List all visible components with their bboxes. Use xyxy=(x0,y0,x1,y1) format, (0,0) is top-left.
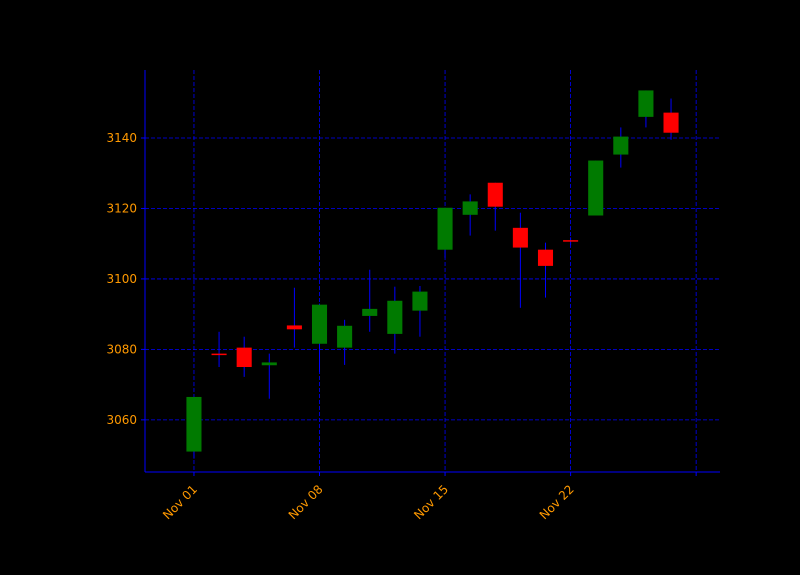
candle-body xyxy=(613,136,629,155)
y-tick-label: 3120 xyxy=(106,201,137,215)
x-tick-label: Nov 08 xyxy=(286,482,326,522)
candle-body xyxy=(663,112,679,133)
candle-body xyxy=(236,347,252,368)
candle-body xyxy=(186,396,202,452)
candle-body xyxy=(387,300,403,334)
candle-body xyxy=(261,362,277,366)
candle-body xyxy=(512,227,528,248)
y-tick-label: 3100 xyxy=(106,272,137,286)
candle-body xyxy=(563,240,579,242)
candle-body xyxy=(487,182,503,207)
y-tick-label: 3080 xyxy=(106,342,137,356)
x-tick-label: Nov 15 xyxy=(411,482,451,522)
candle-body xyxy=(638,90,654,117)
candle-body xyxy=(412,291,428,311)
candle-body xyxy=(337,325,353,348)
x-tick-label: Nov 01 xyxy=(160,482,200,522)
y-tick-label: 3060 xyxy=(106,413,137,427)
candle-body xyxy=(462,201,478,215)
candle-body xyxy=(311,304,328,344)
candle-body xyxy=(588,160,604,216)
candle-body xyxy=(362,308,378,316)
candle-body xyxy=(286,325,302,330)
candle-body xyxy=(211,353,227,356)
x-tick-label: Nov 22 xyxy=(537,482,577,522)
candle-body xyxy=(437,207,453,250)
candle-body xyxy=(537,249,554,266)
y-tick-label: 3140 xyxy=(106,131,137,145)
